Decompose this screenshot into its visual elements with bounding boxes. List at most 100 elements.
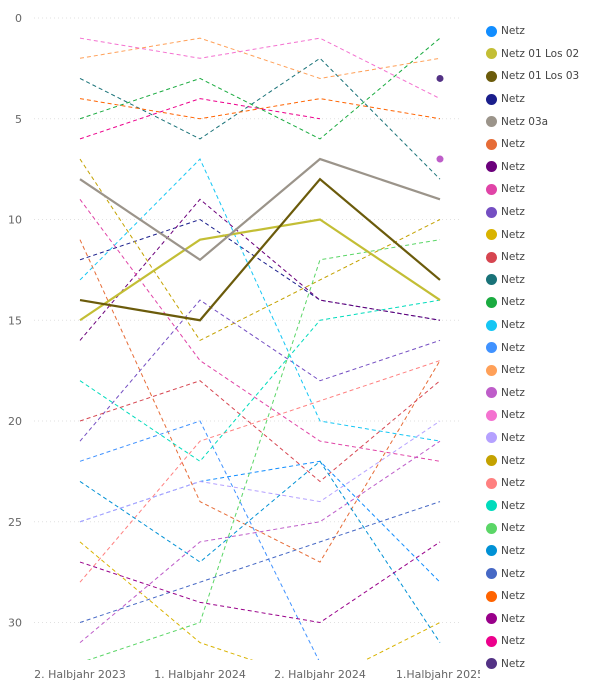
legend-swatch (486, 161, 497, 173)
legend-item[interactable]: Netz (486, 246, 586, 269)
legend-label: Netz (501, 183, 525, 196)
legend-item[interactable]: Netz (486, 382, 586, 405)
series-line-19 (79, 158, 441, 342)
legend-label: Netz (501, 657, 525, 670)
series-line-11 (79, 57, 441, 180)
series-line-2 (79, 177, 441, 322)
legend-swatch (486, 387, 497, 399)
legend-label: Netz (501, 431, 525, 444)
legend-item[interactable]: Netz 01 Los 02 (486, 43, 586, 66)
legend-item[interactable]: Netz (486, 314, 586, 337)
legend-item[interactable]: Netz (486, 494, 586, 517)
x-tick-label: 1. Halbjahr 2024 (154, 668, 246, 681)
legend-label: Netz (501, 273, 525, 286)
series-line-8 (79, 299, 441, 442)
legend-label: Netz (501, 612, 525, 625)
legend-swatch (486, 48, 497, 60)
legend-item[interactable]: Netz (486, 359, 586, 382)
legend-item[interactable]: Netz (486, 585, 586, 608)
legend-label: Netz (501, 364, 525, 377)
legend: Netz Netz 01 Los 02 Netz 01 Los 03 Netz Netz… (486, 20, 586, 675)
legend-label: Netz (501, 25, 525, 38)
legend-swatch (486, 25, 497, 37)
legend-item[interactable]: Netz 03a (486, 110, 586, 133)
legend-item[interactable]: Netz (486, 291, 586, 314)
series-line-24 (79, 501, 441, 623)
legend-swatch (486, 206, 497, 218)
legend-label: Netz (501, 206, 525, 219)
legend-swatch (486, 183, 497, 195)
legend-swatch (486, 93, 497, 105)
legend-label: Netz (501, 544, 525, 557)
series-line-10 (79, 380, 441, 483)
legend-label: Netz 01 Los 03 (501, 70, 580, 83)
y-tick-label: 15 (8, 314, 22, 327)
y-tick-label: 20 (8, 415, 22, 428)
legend-swatch (486, 500, 497, 512)
legend-label: Netz (501, 296, 525, 309)
legend-swatch (486, 613, 497, 625)
legend-swatch (486, 364, 497, 376)
legend-swatch (486, 319, 497, 331)
legend-item[interactable]: Netz (486, 156, 586, 179)
legend-item[interactable]: Netz (486, 223, 586, 246)
plot-area: 0 5 10 15 20 25 30 2. Halbjahr 2023 1. Halbjahr … (8, 12, 480, 681)
legend-item[interactable]: Netz 01 Los 03 (486, 65, 586, 88)
legend-item[interactable]: Netz (486, 517, 586, 540)
legend-item[interactable]: Netz (486, 449, 586, 472)
legend-swatch (486, 477, 497, 489)
series-line-13 (79, 158, 441, 442)
legend-label: Netz (501, 567, 525, 580)
legend-label: Netz (501, 93, 525, 106)
legend-label: Netz (501, 522, 525, 535)
legend-item[interactable]: Netz (486, 427, 586, 450)
legend-label: Netz (501, 251, 525, 264)
series-line-5 (79, 239, 441, 563)
legend-item[interactable]: Netz (486, 88, 586, 111)
y-tick-label: 30 (8, 617, 22, 630)
legend-item[interactable]: Netz (486, 607, 586, 630)
legend-swatch (486, 296, 497, 308)
legend-item[interactable]: Netz (486, 178, 586, 201)
legend-item[interactable]: Netz (486, 133, 586, 156)
legend-item[interactable]: Netz (486, 404, 586, 427)
legend-item[interactable]: Netz (486, 201, 586, 224)
series-line-12 (79, 37, 441, 140)
legend-label: Netz (501, 454, 525, 467)
series-line-25 (79, 98, 441, 120)
legend-item[interactable]: Netz (486, 336, 586, 359)
series-line-20 (79, 360, 441, 583)
legend-item[interactable]: Netz (486, 472, 586, 495)
legend-swatch (486, 658, 497, 670)
legend-item[interactable]: Netz (486, 20, 586, 43)
series-point-28 (436, 74, 444, 82)
legend-swatch (486, 455, 497, 467)
y-tick-label: 25 (8, 516, 22, 529)
legend-item[interactable]: Netz (486, 269, 586, 292)
legend-swatch (486, 116, 497, 128)
series-line-16 (79, 440, 441, 644)
legend-label: Netz (501, 409, 525, 422)
legend-label: Netz 01 Los 02 (501, 47, 580, 60)
x-tick-label: 2. Halbjahr 2023 (34, 668, 126, 681)
legend-item[interactable]: Netz (486, 562, 586, 585)
series-line-15 (79, 37, 441, 79)
series-line-1 (79, 218, 441, 322)
legend-label: Netz (501, 499, 525, 512)
y-tick-label: 0 (15, 12, 22, 25)
legend-swatch (486, 409, 497, 421)
legend-item[interactable]: Netz (486, 653, 586, 676)
legend-label: Netz (501, 477, 525, 490)
legend-swatch (486, 342, 497, 354)
legend-swatch (486, 545, 497, 557)
legend-swatch (486, 568, 497, 580)
series-group (79, 37, 444, 660)
legend-item[interactable]: Netz (486, 540, 586, 563)
legend-swatch (486, 70, 497, 82)
x-tick-label: 2. Halbjahr 2024 (274, 668, 366, 681)
legend-swatch (486, 274, 497, 286)
legend-label: Netz (501, 635, 525, 648)
legend-item[interactable]: Netz (486, 630, 586, 653)
y-tick-label: 5 (15, 113, 22, 126)
